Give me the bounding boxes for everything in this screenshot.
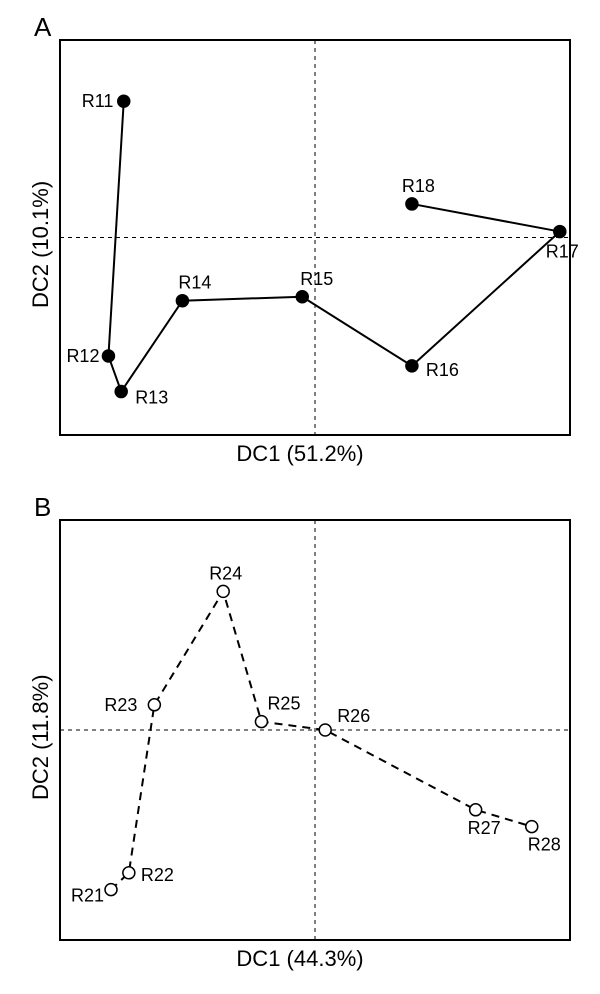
point-label: R22: [141, 865, 174, 885]
series-line: [108, 101, 559, 391]
series-marker: [148, 699, 160, 711]
panel-a-x-axis-label: DC1 (51.2%): [0, 441, 600, 467]
series-marker: [406, 198, 418, 210]
panel-a-label: A: [34, 12, 51, 43]
point-label: R27: [468, 818, 501, 838]
series-marker: [102, 350, 114, 362]
point-label: R23: [104, 695, 137, 715]
series-marker: [470, 804, 482, 816]
series-marker: [115, 386, 127, 398]
series-marker: [296, 291, 308, 303]
panel-b-label: B: [34, 492, 51, 523]
series-line: [111, 591, 532, 889]
series-marker: [123, 867, 135, 879]
point-label: R18: [402, 176, 435, 196]
series-marker: [176, 295, 188, 307]
point-label: R13: [135, 388, 168, 408]
panel-b-y-axis-label: DC2 (11.8%): [28, 674, 54, 800]
series-marker: [319, 724, 331, 736]
point-label: R16: [426, 360, 459, 380]
point-label: R26: [337, 706, 370, 726]
series-marker: [255, 716, 267, 728]
point-label: R21: [71, 886, 104, 906]
point-label: R25: [267, 694, 300, 714]
plot-canvas: R11 R12 R13 R14 R15 R16 R17 R18 R21 R22 R23 R24 R25 R…: [0, 0, 600, 994]
series-marker: [118, 95, 130, 107]
point-label: R11: [82, 91, 114, 111]
point-label: R28: [528, 835, 561, 855]
point-label: R15: [300, 269, 333, 289]
series-marker: [554, 226, 566, 238]
series-marker: [526, 821, 538, 833]
point-label: R14: [178, 273, 211, 293]
point-label: R17: [546, 242, 579, 262]
panel-b-x-axis-label: DC1 (44.3%): [0, 946, 600, 972]
series-marker: [217, 585, 229, 597]
panel-a-y-axis-label: DC2 (10.1%): [28, 180, 54, 307]
point-label: R12: [66, 346, 99, 366]
series-marker: [105, 884, 117, 896]
series-marker: [406, 360, 418, 372]
point-label: R24: [209, 563, 242, 583]
figure: R11 R12 R13 R14 R15 R16 R17 R18 R21 R22 R23 R24 R25 R…: [0, 0, 600, 994]
